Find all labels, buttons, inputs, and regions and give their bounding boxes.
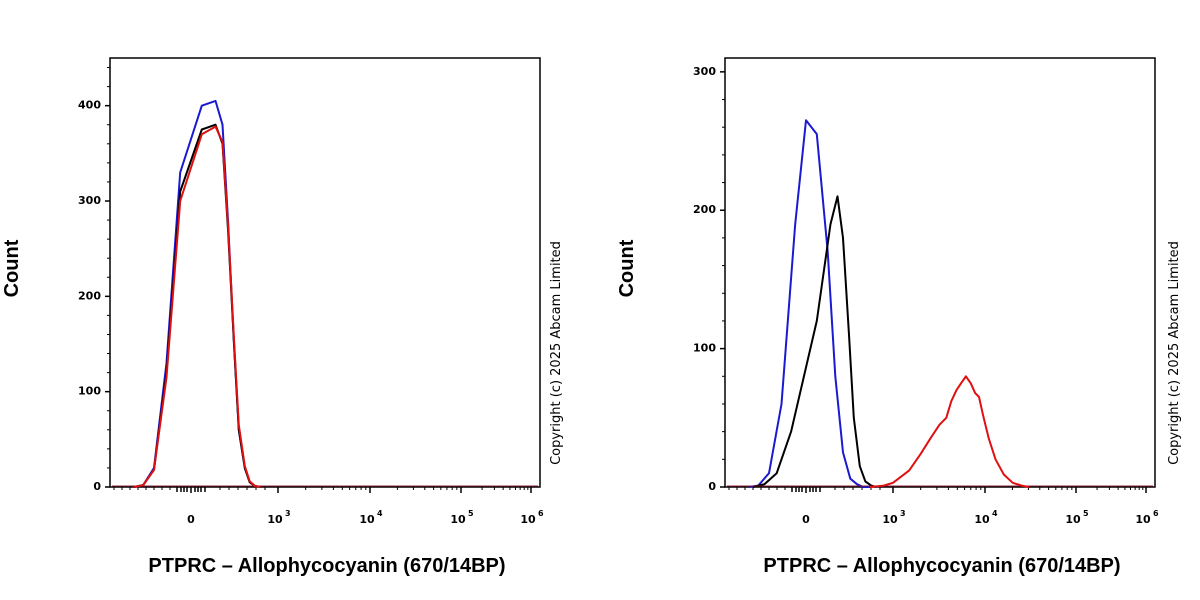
series-line-black [752, 195, 877, 488]
x-tick-label: 0 [802, 513, 810, 526]
y-tick-label: 0 [708, 480, 716, 493]
plot-frame [724, 57, 1156, 488]
y-tick-label: 200 [78, 289, 101, 302]
x-tick-exponent: 6 [538, 509, 544, 518]
copyright-text: Copyright (c) 2025 Abcam Limited [549, 241, 564, 465]
y-tick-label: 0 [93, 480, 101, 493]
y-tick-label: 100 [693, 342, 716, 355]
series-line-blue [748, 119, 870, 488]
x-tick-exponent: 5 [1083, 509, 1089, 518]
y-tick-label: 100 [78, 385, 101, 398]
x-tick-label: 10 [882, 513, 898, 526]
plot-frame [109, 57, 541, 488]
x-tick-label: 10 [974, 513, 990, 526]
copyright-text: Copyright (c) 2025 Abcam Limited [1167, 241, 1182, 465]
x-tick-label: 10 [1135, 513, 1151, 526]
y-tick-label: 200 [693, 203, 716, 216]
y-tick-label: 400 [78, 99, 101, 112]
x-tick-label: 10 [359, 513, 375, 526]
x-tick-label: 10 [450, 513, 466, 526]
x-tick-label: 10 [267, 513, 283, 526]
y-axis-label: Count [616, 239, 638, 297]
x-tick-label: 0 [187, 513, 195, 526]
x-tick-label: 10 [1065, 513, 1081, 526]
x-axis-label: PTPRC – Allophycocyanin (670/14BP) [148, 555, 505, 577]
x-tick-exponent: 6 [1153, 509, 1159, 518]
x-axis-label: PTPRC – Allophycocyanin (670/14BP) [763, 555, 1120, 577]
y-tick-label: 300 [693, 65, 716, 78]
series-line-red [133, 125, 261, 488]
x-tick-exponent: 3 [900, 509, 906, 518]
x-tick-exponent: 5 [468, 509, 474, 518]
series-line-blue [133, 99, 261, 488]
x-tick-exponent: 4 [992, 509, 998, 518]
x-tick-exponent: 4 [377, 509, 383, 518]
x-tick-exponent: 3 [285, 509, 291, 518]
series-line-black [133, 123, 261, 488]
series-line-red [869, 375, 1030, 488]
y-axis-label: Count [1, 239, 23, 297]
x-tick-label: 10 [520, 513, 536, 526]
y-tick-label: 300 [78, 194, 101, 207]
